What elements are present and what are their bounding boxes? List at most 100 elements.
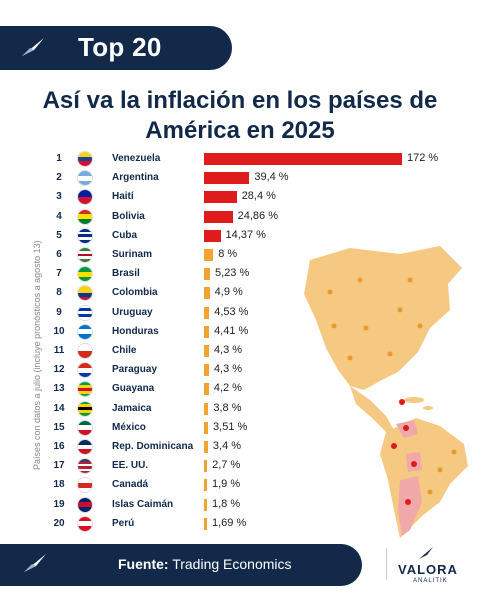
value-label: 39,4 %	[254, 171, 289, 184]
inflation-bar	[204, 402, 209, 415]
rank-label: 4	[56, 210, 62, 222]
inflation-bar	[204, 172, 250, 185]
rank-label: 1	[56, 153, 62, 164]
inflation-bar	[204, 421, 209, 434]
value-label: 3,4 %	[212, 440, 242, 452]
value-label: 8 %	[218, 248, 238, 260]
table-row: 12 Paraguay 4,3 %	[0, 361, 480, 380]
rank-label: 15	[53, 421, 65, 433]
inflation-bar	[204, 383, 209, 396]
inflation-bar	[204, 306, 210, 319]
country-label: Colombia	[112, 287, 158, 299]
inflation-bar	[204, 287, 210, 300]
country-label: Chile	[112, 345, 137, 356]
value-label: 3,8 %	[213, 401, 242, 414]
surinam-flag-icon	[77, 247, 93, 263]
country-label: Islas Caimán	[112, 498, 174, 510]
table-row: 17 EE. UU. 2,7 %	[0, 457, 480, 476]
rank-label: 11	[53, 345, 65, 356]
value-label: 24,86 %	[237, 209, 278, 222]
inflation-bar	[204, 210, 233, 223]
inflation-bar	[204, 498, 207, 511]
table-row: 19 Islas Caimán 1,8 %	[0, 496, 480, 515]
table-row: 1 Venezuela 172 %	[0, 150, 480, 169]
table-row: 4 Bolivia 24,86 %	[0, 208, 480, 227]
value-label: 28,4 %	[241, 190, 276, 203]
country-label: Bolivia	[112, 210, 145, 222]
value-label: 1,8 %	[212, 497, 241, 510]
country-label: Brasil	[112, 268, 140, 280]
americas-map	[304, 246, 468, 538]
country-label: Jamaica	[112, 402, 152, 414]
country-label: Argentina	[112, 172, 159, 184]
usa-flag-icon	[77, 458, 93, 475]
country-label: Uruguay	[112, 306, 153, 318]
table-row: 14 Jamaica 3,8 %	[0, 400, 480, 419]
country-label: Rep. Dominicana	[112, 441, 194, 452]
table-row: 8 Colombia 4,9 %	[0, 284, 480, 303]
uruguay-flag-icon	[77, 304, 93, 321]
chile-flag-icon	[77, 343, 93, 359]
value-label: 4,3 %	[213, 344, 243, 356]
cayman-islands-flag-icon	[77, 496, 93, 513]
valora-brand-icon	[419, 547, 433, 559]
country-label: Canadá	[112, 479, 149, 491]
country-label: Guayana	[112, 383, 155, 395]
rank-label: 17	[53, 460, 65, 472]
value-label: 4,3 %	[213, 363, 243, 376]
inflation-bar	[204, 153, 402, 165]
rank-label: 5	[56, 229, 62, 241]
rank-label: 12	[53, 364, 65, 376]
value-label: 4,2 %	[213, 382, 242, 395]
country-label: México	[112, 421, 146, 433]
canada-flag-icon	[77, 477, 93, 494]
rank-label: 16	[53, 441, 65, 452]
table-row: 10 Honduras 4,41 %	[0, 323, 480, 342]
rank-label: 20	[53, 517, 65, 529]
table-row: 7 Brasil 5,23 %	[0, 265, 480, 284]
source-text: Fuente: Trading Economics	[118, 556, 292, 572]
rank-label: 2	[56, 172, 62, 184]
value-label: 5,23 %	[215, 267, 250, 280]
brand-subtitle: ANALITIK	[413, 578, 448, 584]
inflation-bar	[204, 479, 207, 492]
table-row: 5 Cuba 14,37 %	[0, 227, 480, 246]
mexico-flag-icon	[77, 419, 93, 436]
rank-label: 18	[53, 479, 65, 491]
brasil-flag-icon	[77, 266, 93, 283]
inflation-bar	[204, 229, 221, 242]
inflation-bar	[204, 268, 211, 281]
inflation-bar	[204, 345, 209, 357]
honduras-flag-icon	[77, 323, 93, 340]
country-label: Venezuela	[112, 153, 161, 164]
guayana-flag-icon	[77, 381, 93, 398]
valora-logo-icon	[22, 38, 44, 56]
rank-label: 8	[56, 287, 62, 299]
inflation-bar	[204, 441, 208, 453]
table-row: 13 Guayana 4,2 %	[0, 380, 480, 399]
paraguay-flag-icon	[77, 362, 93, 379]
inflation-bar	[204, 364, 209, 377]
inflation-bar	[204, 249, 214, 261]
jamaica-flag-icon	[77, 400, 93, 417]
header-banner	[0, 26, 232, 70]
country-label: Honduras	[112, 325, 159, 337]
country-label: EE. UU.	[112, 460, 149, 472]
table-row: 9 Uruguay 4,53 %	[0, 304, 480, 323]
table-row: 11 Chile 4,3 %	[0, 342, 480, 361]
value-label: 3,51 %	[213, 420, 248, 433]
value-label: 4,41 %	[214, 324, 249, 337]
country-label: Haití	[112, 191, 134, 203]
country-label: Surinam	[112, 249, 153, 260]
rank-label: 19	[53, 498, 65, 510]
value-label: 1,69 %	[212, 516, 247, 529]
rank-label: 10	[53, 325, 65, 337]
inflation-bar	[204, 517, 207, 530]
brand-name: VALORA	[398, 562, 458, 577]
chart-title: Así va la inflación en los países de Amé…	[42, 87, 438, 144]
valora-logo-icon	[24, 554, 46, 572]
rank-label: 13	[53, 383, 65, 395]
value-label: 172 %	[407, 152, 439, 164]
footer-divider	[386, 548, 387, 580]
value-label: 4,9 %	[214, 286, 243, 299]
